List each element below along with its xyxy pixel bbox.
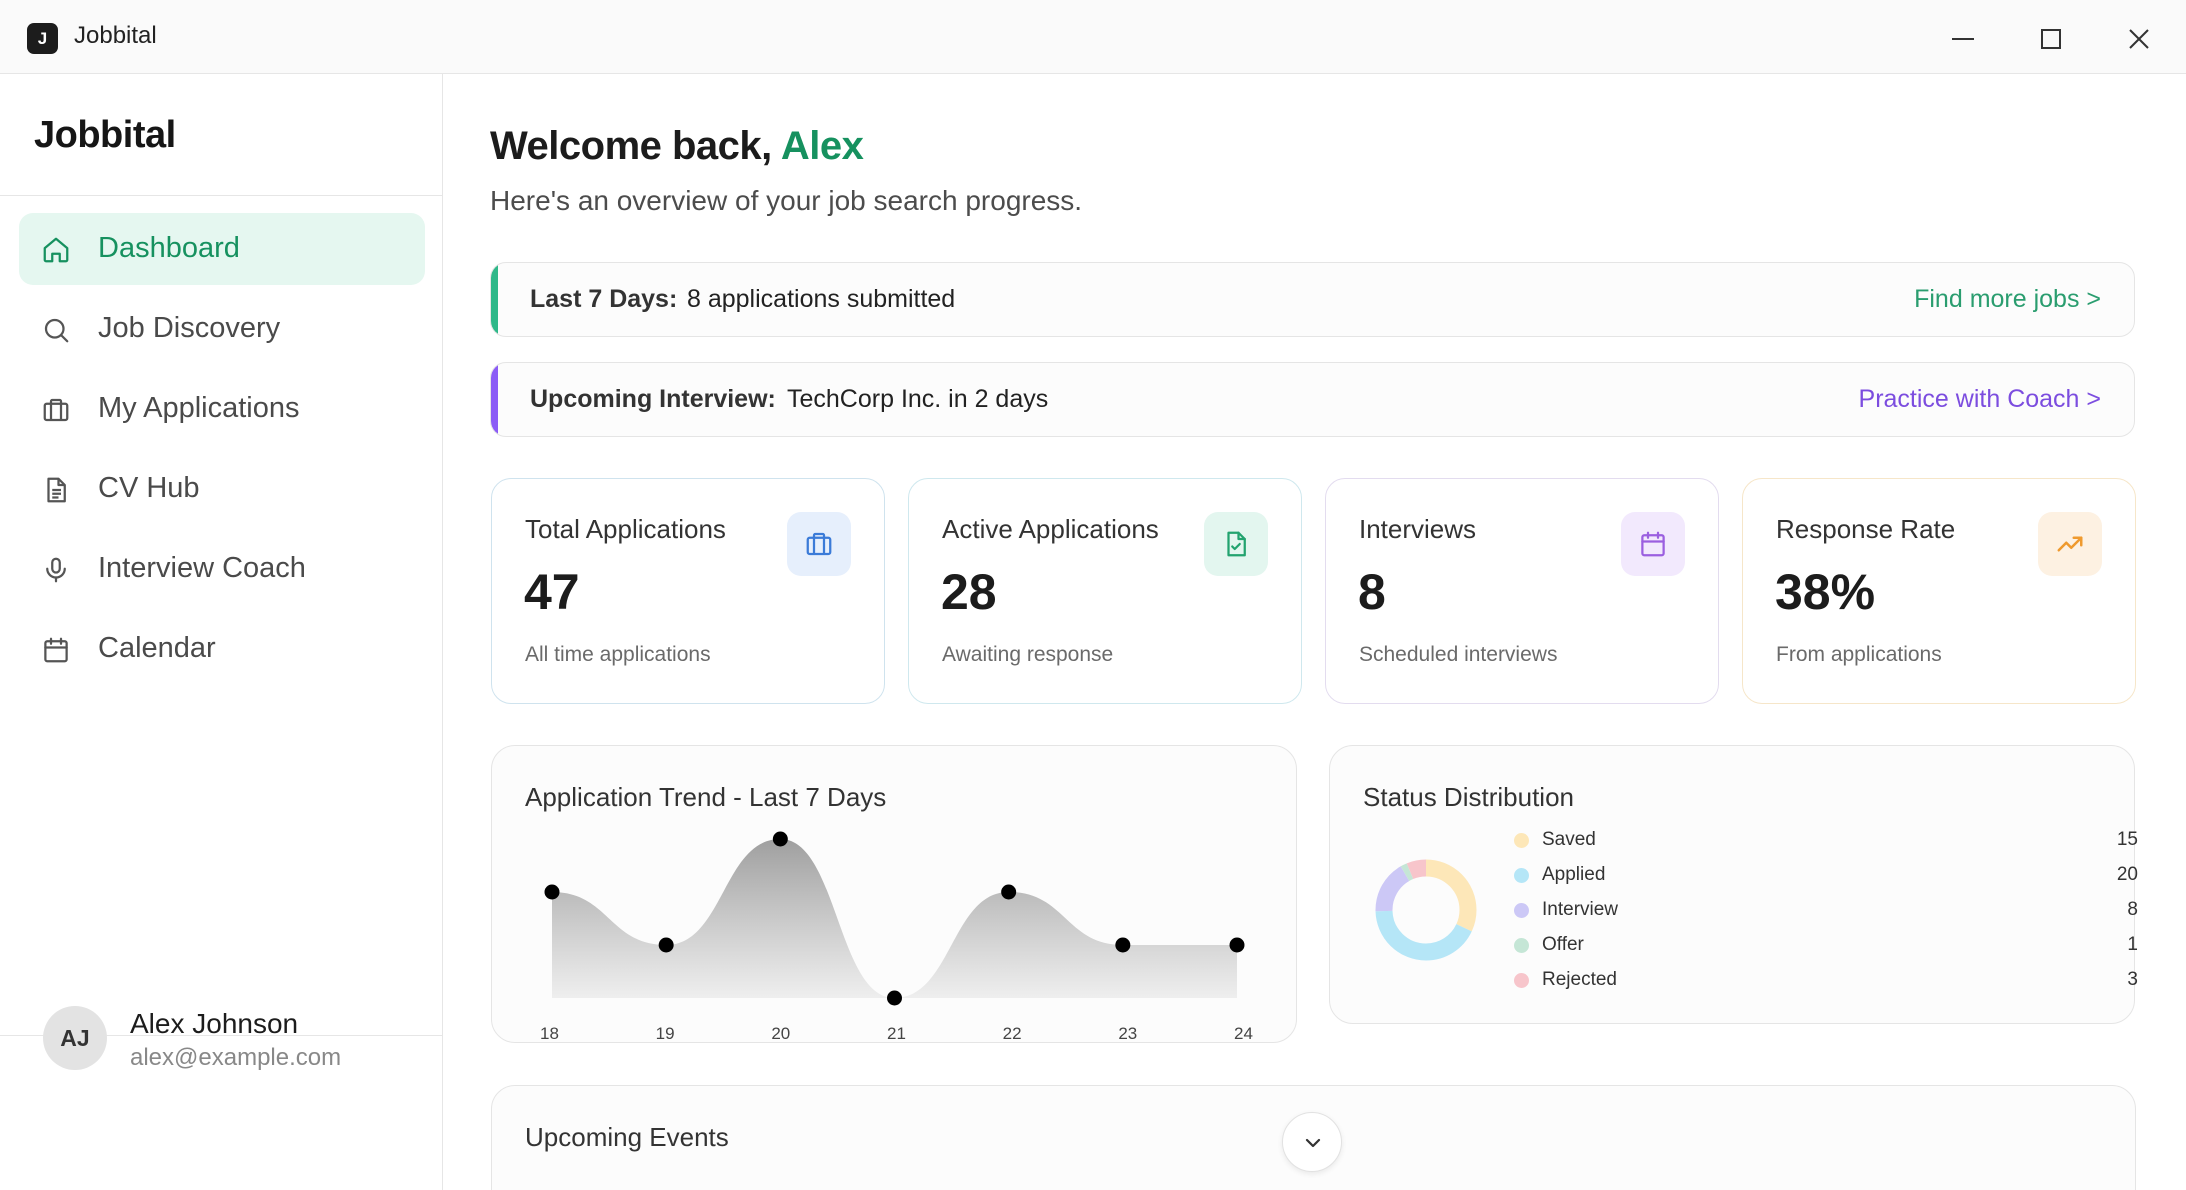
stat-value: 28: [941, 564, 997, 620]
sidebar-item-label: Dashboard: [98, 232, 240, 264]
briefcase-icon: [787, 512, 851, 576]
stat-card-response-rate[interactable]: Response Rate 38% From applications: [1742, 478, 2136, 704]
legend-count: 15: [2116, 829, 2138, 850]
sidebar-item-cv-hub[interactable]: CV Hub: [19, 453, 425, 525]
home-icon: [41, 235, 71, 265]
legend-label: Rejected: [1542, 969, 1617, 990]
legend-item-interview: Interview 8: [1512, 895, 2138, 925]
stat-card-active-applications[interactable]: Active Applications 28 Awaiting response: [908, 478, 1302, 704]
banner-label: Upcoming Interview:: [530, 385, 776, 413]
document-icon: [41, 475, 71, 505]
legend-item-saved: Saved 15: [1512, 825, 2138, 855]
close-button[interactable]: [2120, 20, 2158, 58]
legend-item-offer: Offer 1: [1512, 930, 2138, 960]
maximize-button[interactable]: [2032, 20, 2070, 58]
legend-label: Saved: [1542, 829, 1596, 850]
legend-swatch: [1514, 973, 1529, 988]
title-bar: J Jobbital: [0, 0, 2186, 74]
sidebar-item-label: Job Discovery: [98, 312, 281, 344]
sidebar-divider: [0, 195, 442, 196]
legend-swatch: [1514, 903, 1529, 918]
sidebar: Jobbital Dashboard Job Discovery My Appl…: [0, 74, 443, 1190]
user-email: alex@example.com: [130, 1044, 342, 1071]
stat-card-total-applications[interactable]: Total Applications 47 All time applicati…: [491, 478, 885, 704]
briefcase-icon: [41, 395, 71, 425]
stat-description: Awaiting response: [942, 643, 1114, 666]
welcome-prefix: Welcome back,: [490, 124, 772, 168]
legend-count: 20: [2116, 864, 2138, 885]
panel-title: Application Trend - Last 7 Days: [525, 782, 887, 812]
file-check-icon: [1204, 512, 1268, 576]
stat-title: Total Applications: [525, 514, 726, 544]
banner-accent: [491, 363, 498, 436]
weekly-summary-banner: Last 7 Days: 8 applications submitted Fi…: [490, 262, 2135, 337]
page-subtitle: Here's an overview of your job search pr…: [490, 185, 1083, 216]
banner-value: 8 applications submitted: [687, 285, 956, 313]
stat-title: Interviews: [1359, 514, 1477, 544]
sidebar-footer-divider: [0, 1035, 442, 1036]
calendar-icon: [41, 635, 71, 665]
stat-title: Active Applications: [942, 514, 1159, 544]
legend-label: Applied: [1542, 864, 1606, 885]
stat-card-interviews[interactable]: Interviews 8 Scheduled interviews: [1325, 478, 1719, 704]
legend-label: Offer: [1542, 934, 1584, 955]
banner-value: TechCorp Inc. in 2 days: [787, 385, 1049, 413]
stat-title: Response Rate: [1776, 514, 1956, 544]
legend-item-rejected: Rejected 3: [1512, 965, 2138, 995]
brand-logo[interactable]: Jobbital: [34, 114, 176, 156]
legend-swatch: [1514, 868, 1529, 883]
panel-title: Upcoming Events: [525, 1122, 729, 1152]
avatar[interactable]: AJ: [43, 1006, 107, 1070]
panel-title: Status Distribution: [1363, 782, 1574, 812]
upcoming-interview-banner: Upcoming Interview: TechCorp Inc. in 2 d…: [490, 362, 2135, 437]
banner-accent: [491, 263, 498, 336]
maximize-icon: [2041, 29, 2061, 49]
sidebar-item-label: Calendar: [98, 632, 216, 664]
sidebar-item-calendar[interactable]: Calendar: [19, 613, 425, 685]
application-trend-panel: Application Trend - Last 7 Days: [491, 745, 1297, 1043]
practice-with-coach-link[interactable]: Practice with Coach >: [1858, 385, 2101, 413]
sidebar-item-label: CV Hub: [98, 472, 200, 504]
legend-count: 8: [2127, 899, 2138, 920]
legend-count: 1: [2127, 934, 2138, 955]
expand-events-button[interactable]: [1282, 1112, 1342, 1172]
sidebar-item-label: Interview Coach: [98, 552, 306, 584]
sidebar-item-job-discovery[interactable]: Job Discovery: [19, 293, 425, 365]
sidebar-item-label: My Applications: [98, 392, 300, 424]
welcome-user-name: Alex: [780, 124, 864, 168]
stat-value: 8: [1358, 564, 1386, 620]
legend-count: 3: [2127, 969, 2138, 990]
stat-description: From applications: [1776, 643, 1942, 666]
find-more-jobs-link[interactable]: Find more jobs >: [1914, 285, 2101, 313]
chevron-down-icon: [1305, 1138, 1321, 1148]
page-title: Welcome back, Alex: [490, 124, 864, 169]
window-title: Jobbital: [74, 22, 157, 49]
microphone-icon: [41, 555, 71, 585]
sidebar-item-my-applications[interactable]: My Applications: [19, 373, 425, 445]
minimize-icon: [1952, 38, 1974, 40]
trending-up-icon: [2038, 512, 2102, 576]
minimize-button[interactable]: [1944, 20, 1982, 58]
calendar-icon: [1621, 512, 1685, 576]
legend-swatch: [1514, 833, 1529, 848]
stat-description: All time applications: [525, 643, 711, 666]
banner-label: Last 7 Days:: [530, 285, 678, 313]
close-icon: [2129, 29, 2149, 49]
stat-description: Scheduled interviews: [1359, 643, 1558, 666]
legend-item-applied: Applied 20: [1512, 860, 2138, 890]
sidebar-item-dashboard[interactable]: Dashboard: [19, 213, 425, 285]
legend-swatch: [1514, 938, 1529, 953]
stat-value: 38%: [1775, 564, 1876, 620]
search-icon: [41, 315, 71, 345]
stat-value: 47: [524, 564, 580, 620]
app-logo-icon: J: [27, 23, 58, 54]
user-name: Alex Johnson: [130, 1008, 299, 1039]
legend-label: Interview: [1542, 899, 1619, 920]
sidebar-item-interview-coach[interactable]: Interview Coach: [19, 533, 425, 605]
